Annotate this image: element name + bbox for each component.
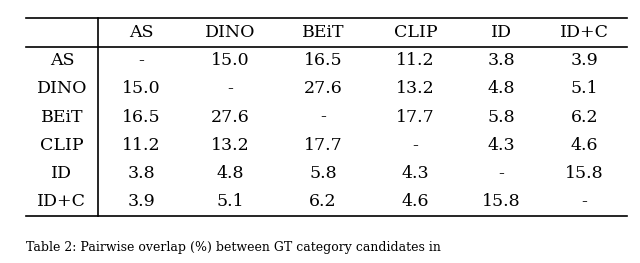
- Text: 5.1: 5.1: [217, 193, 244, 210]
- Text: 4.8: 4.8: [488, 80, 515, 97]
- Text: 13.2: 13.2: [396, 80, 435, 97]
- Text: 16.5: 16.5: [304, 52, 342, 69]
- Text: 13.2: 13.2: [211, 137, 250, 154]
- Text: 15.0: 15.0: [122, 80, 161, 97]
- Text: 3.8: 3.8: [488, 52, 515, 69]
- Text: 4.8: 4.8: [217, 165, 244, 182]
- Text: 4.6: 4.6: [570, 137, 598, 154]
- Text: 11.2: 11.2: [122, 137, 161, 154]
- Text: 15.8: 15.8: [565, 165, 604, 182]
- Text: CLIP: CLIP: [40, 137, 84, 154]
- Text: 11.2: 11.2: [396, 52, 435, 69]
- Text: 6.2: 6.2: [570, 109, 598, 125]
- Text: 17.7: 17.7: [396, 109, 435, 125]
- Text: 27.6: 27.6: [211, 109, 250, 125]
- Text: ID: ID: [491, 24, 512, 41]
- Text: -: -: [581, 193, 587, 210]
- Text: -: -: [138, 52, 144, 69]
- Text: 17.7: 17.7: [304, 137, 342, 154]
- Text: 27.6: 27.6: [304, 80, 342, 97]
- Text: 15.8: 15.8: [483, 193, 521, 210]
- Text: 3.8: 3.8: [127, 165, 155, 182]
- Text: DINO: DINO: [36, 80, 87, 97]
- Text: 6.2: 6.2: [309, 193, 337, 210]
- Text: AS: AS: [129, 24, 154, 41]
- Text: Table 2: Pairwise overlap (%) between GT category candidates in: Table 2: Pairwise overlap (%) between GT…: [26, 241, 440, 254]
- Text: -: -: [413, 137, 419, 154]
- Text: 4.3: 4.3: [488, 137, 515, 154]
- Text: BEiT: BEiT: [41, 109, 83, 125]
- Text: 4.3: 4.3: [402, 165, 429, 182]
- Text: CLIP: CLIP: [394, 24, 438, 41]
- Text: ID+C: ID+C: [560, 24, 609, 41]
- Text: -: -: [499, 165, 504, 182]
- Text: 3.9: 3.9: [570, 52, 598, 69]
- Text: 5.1: 5.1: [570, 80, 598, 97]
- Text: 5.8: 5.8: [488, 109, 515, 125]
- Text: AS: AS: [50, 52, 74, 69]
- Text: 15.0: 15.0: [211, 52, 250, 69]
- Text: 16.5: 16.5: [122, 109, 161, 125]
- Text: 4.6: 4.6: [402, 193, 429, 210]
- Text: DINO: DINO: [205, 24, 256, 41]
- Text: -: -: [320, 109, 326, 125]
- Text: ID: ID: [51, 165, 72, 182]
- Text: 3.9: 3.9: [127, 193, 155, 210]
- Text: 5.8: 5.8: [309, 165, 337, 182]
- Text: BEiT: BEiT: [302, 24, 344, 41]
- Text: ID+C: ID+C: [38, 193, 86, 210]
- Text: -: -: [228, 80, 234, 97]
